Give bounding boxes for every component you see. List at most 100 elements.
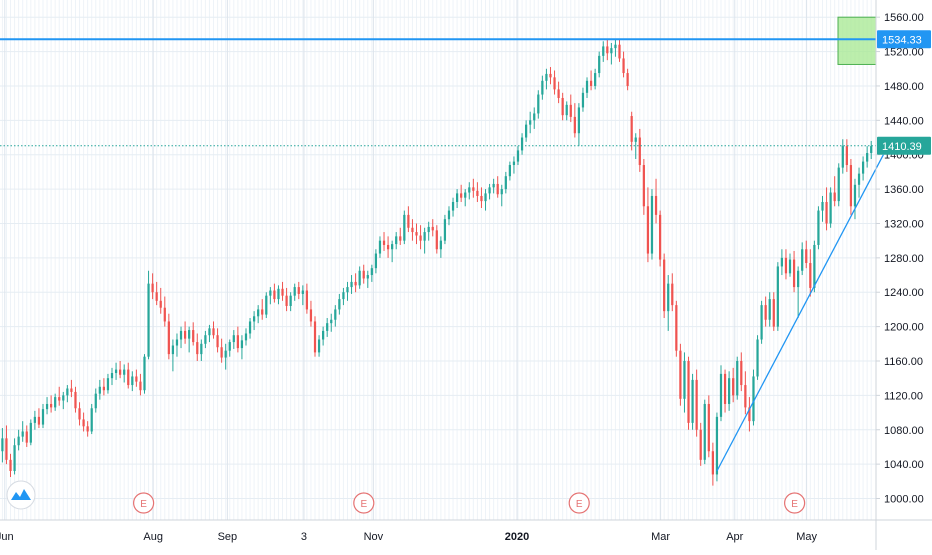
- trendline[interactable]: [716, 154, 884, 472]
- price-tick-label: 1280.00: [884, 253, 924, 265]
- candle-body: [49, 403, 53, 408]
- candle-body: [293, 287, 296, 296]
- earnings-marker-icon[interactable]: [133, 492, 155, 514]
- candle-body: [715, 416, 719, 475]
- candle-body: [529, 120, 532, 125]
- candle-body: [29, 422, 32, 443]
- candle-body: [792, 259, 796, 288]
- candle-body: [537, 94, 540, 114]
- candle-body: [817, 210, 820, 245]
- candle-body: [776, 266, 779, 327]
- candle-body: [460, 193, 463, 198]
- candle-body: [358, 270, 361, 286]
- candle-body: [269, 290, 272, 296]
- candle-body: [557, 89, 560, 98]
- candle-body: [821, 201, 824, 211]
- candle-body: [370, 268, 373, 276]
- candle-body: [642, 165, 645, 207]
- candle-body: [427, 226, 430, 233]
- candle-body: [102, 386, 106, 391]
- logo-cloud-shape: [11, 489, 31, 500]
- price-tick-label: 1240.00: [884, 287, 924, 299]
- overlay-lines: [0, 38, 884, 472]
- candle-body: [598, 55, 601, 74]
- candle-body: [374, 253, 378, 269]
- candle-body: [208, 328, 211, 336]
- candle-body: [581, 92, 585, 108]
- candle-body: [1, 438, 4, 452]
- candle-body: [179, 330, 183, 340]
- time-axis[interactable]: Jun Aug Sep 3 Nov 2020 Mar Apr May: [0, 531, 817, 543]
- candle-body: [5, 438, 8, 460]
- candle-body: [549, 73, 552, 78]
- earnings-marker-icon[interactable]: [568, 492, 590, 514]
- candle-body: [464, 192, 467, 198]
- candle-body: [650, 195, 654, 254]
- candle-body: [492, 183, 495, 188]
- candle-body: [622, 58, 625, 74]
- candle-body: [740, 360, 743, 386]
- candle-body: [646, 206, 650, 254]
- candle-body: [9, 459, 12, 472]
- logo[interactable]: [6, 480, 36, 510]
- candle-body: [654, 195, 658, 215]
- candle-body: [119, 369, 122, 375]
- candle-body: [151, 283, 154, 293]
- price-axis[interactable]: 1000.00 1040.00 1080.00 1120.00 1160.00 1200.…: [876, 12, 924, 506]
- earnings-marker-icon[interactable]: [353, 492, 375, 514]
- candle-body: [667, 283, 670, 312]
- candle-body: [232, 335, 235, 343]
- price-tick-label: 1320.00: [884, 218, 924, 230]
- candle-body: [334, 309, 337, 320]
- price-tag-label: 1534.33: [882, 34, 922, 46]
- candle-body: [764, 305, 767, 320]
- price-tick-label: 1160.00: [884, 356, 923, 368]
- candle-body: [626, 73, 629, 86]
- candle-body: [727, 378, 731, 404]
- candle-body: [484, 193, 487, 202]
- candle-body: [829, 192, 832, 224]
- candle-body: [58, 397, 61, 401]
- candle-body: [788, 259, 792, 274]
- candle-body: [861, 161, 865, 174]
- candle-body: [415, 232, 418, 236]
- candle-body: [220, 347, 223, 358]
- candle-body: [825, 201, 828, 224]
- candle-body: [131, 376, 134, 386]
- time-tick-label: Aug: [143, 531, 163, 543]
- candle-body: [338, 299, 341, 310]
- candle-body: [301, 290, 304, 294]
- candle-body: [736, 360, 739, 396]
- candle-body: [82, 419, 85, 427]
- candle-body: [419, 235, 422, 241]
- candle-body: [175, 339, 179, 346]
- candle-body: [525, 124, 528, 138]
- candle-body: [675, 305, 678, 351]
- price-tick-label: 1000.00: [884, 494, 924, 506]
- candle-body: [606, 46, 609, 54]
- candle-body: [496, 183, 499, 195]
- candle-body: [94, 393, 97, 409]
- candle-body: [760, 305, 763, 340]
- candle-body: [671, 283, 674, 306]
- candle-body: [123, 369, 126, 375]
- candle-body: [516, 150, 520, 162]
- earnings-marker-label: E: [360, 499, 367, 510]
- candle-body: [21, 431, 24, 437]
- candle-body: [326, 323, 329, 331]
- candle-body: [577, 107, 581, 134]
- candle-body: [748, 407, 751, 422]
- candle-body: [212, 328, 215, 336]
- earnings-marker-icon[interactable]: [784, 492, 806, 514]
- candle-body: [857, 173, 861, 185]
- candle-body: [504, 176, 507, 190]
- candle-body: [248, 321, 252, 334]
- candle-body: [399, 236, 402, 241]
- time-tick-label: May: [796, 531, 817, 543]
- candle-body: [216, 335, 219, 348]
- candle-body: [78, 408, 81, 420]
- candle-body: [618, 44, 621, 59]
- candle-body: [309, 309, 313, 322]
